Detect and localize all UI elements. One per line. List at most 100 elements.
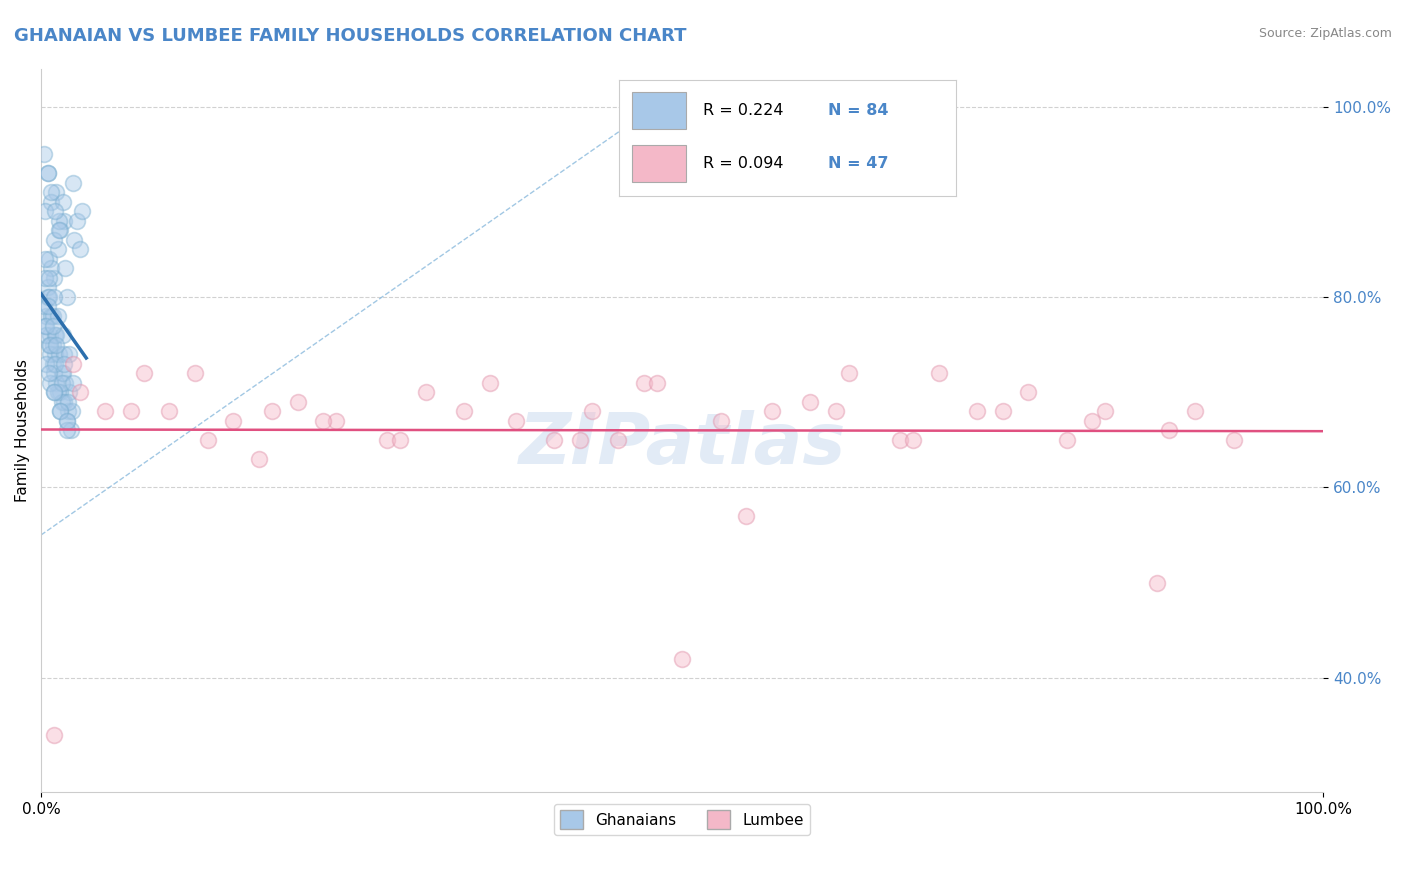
Point xyxy=(710,414,733,428)
Text: ZIPatlas: ZIPatlas xyxy=(519,410,846,479)
Point xyxy=(42,233,65,247)
Point xyxy=(966,404,988,418)
Point xyxy=(35,309,58,323)
Point xyxy=(325,414,347,428)
Point xyxy=(41,309,63,323)
Point xyxy=(56,404,79,418)
Point xyxy=(184,366,207,380)
Point xyxy=(48,223,70,237)
Point xyxy=(37,290,59,304)
Point xyxy=(37,300,59,314)
Point xyxy=(35,357,58,371)
Point xyxy=(1094,404,1116,418)
Point xyxy=(52,366,75,380)
Point xyxy=(49,223,72,237)
Point xyxy=(37,280,59,294)
Point xyxy=(55,376,77,390)
Point xyxy=(44,328,66,343)
Point xyxy=(51,376,73,390)
Point xyxy=(39,347,62,361)
Point xyxy=(44,357,66,371)
Point xyxy=(62,176,84,190)
Point xyxy=(69,385,91,400)
Point xyxy=(38,290,60,304)
Point xyxy=(70,204,93,219)
Point xyxy=(671,651,693,665)
Point xyxy=(42,385,65,400)
Point xyxy=(53,347,76,361)
Point xyxy=(34,204,56,219)
Point xyxy=(52,328,75,343)
Point xyxy=(633,376,655,390)
Point xyxy=(41,357,63,371)
Point xyxy=(761,404,783,418)
Point xyxy=(42,728,65,742)
Point xyxy=(55,423,77,437)
Point xyxy=(543,433,565,447)
Point xyxy=(375,433,398,447)
Point xyxy=(51,394,73,409)
Point xyxy=(44,204,66,219)
Point xyxy=(825,404,848,418)
Point xyxy=(568,433,591,447)
Point xyxy=(55,414,77,428)
Point xyxy=(45,328,67,343)
Point xyxy=(799,394,821,409)
Point xyxy=(63,233,86,247)
Point xyxy=(838,366,860,380)
Text: N = 84: N = 84 xyxy=(828,103,889,118)
Point xyxy=(46,309,69,323)
Point xyxy=(157,404,180,418)
Point xyxy=(287,394,309,409)
Point xyxy=(928,366,950,380)
Point xyxy=(46,243,69,257)
Point xyxy=(35,328,58,343)
Point xyxy=(45,337,67,351)
Point xyxy=(45,186,67,200)
Point xyxy=(58,385,80,400)
Point xyxy=(1081,414,1104,428)
Point xyxy=(247,451,270,466)
Point xyxy=(48,214,70,228)
Point xyxy=(478,376,501,390)
Point xyxy=(51,366,73,380)
Point xyxy=(35,318,58,333)
Point xyxy=(59,423,82,437)
Point xyxy=(62,376,84,390)
Point xyxy=(38,337,60,351)
Point xyxy=(44,347,66,361)
Point xyxy=(1146,575,1168,590)
Text: N = 47: N = 47 xyxy=(828,156,889,171)
Point xyxy=(37,166,59,180)
Point xyxy=(1017,385,1039,400)
Point xyxy=(37,166,59,180)
Point xyxy=(55,290,77,304)
Point xyxy=(34,271,56,285)
Point xyxy=(41,337,63,351)
Point xyxy=(415,385,437,400)
Point xyxy=(39,328,62,343)
Point xyxy=(581,404,603,418)
Point xyxy=(38,271,60,285)
Point xyxy=(56,394,79,409)
Point xyxy=(34,252,56,266)
Point xyxy=(260,404,283,418)
Point xyxy=(120,404,142,418)
Point xyxy=(32,147,55,161)
Point xyxy=(49,385,72,400)
Point xyxy=(42,385,65,400)
Point xyxy=(38,252,60,266)
Point xyxy=(53,394,76,409)
Point xyxy=(41,194,63,209)
Point xyxy=(1159,423,1181,437)
Point xyxy=(52,194,75,209)
Text: GHANAIAN VS LUMBEE FAMILY HOUSEHOLDS CORRELATION CHART: GHANAIAN VS LUMBEE FAMILY HOUSEHOLDS COR… xyxy=(14,27,686,45)
Point xyxy=(32,300,55,314)
Point xyxy=(42,271,65,285)
Point xyxy=(49,404,72,418)
Point xyxy=(46,385,69,400)
Point xyxy=(49,404,72,418)
Point xyxy=(991,404,1014,418)
Point xyxy=(41,186,63,200)
Point xyxy=(34,318,56,333)
